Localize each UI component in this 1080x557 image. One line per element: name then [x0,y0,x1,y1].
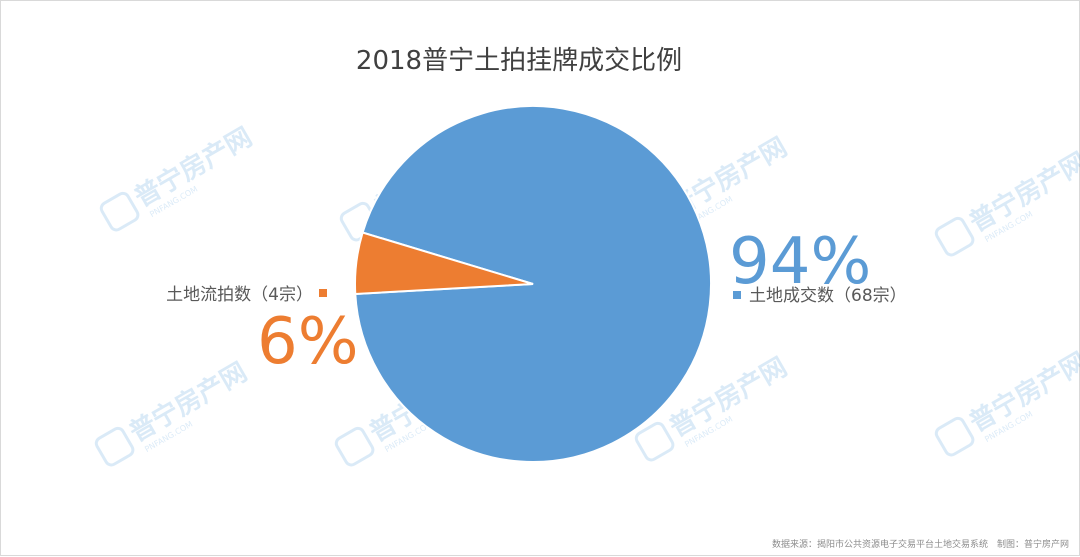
watermark-text: 普宁房产网 [129,121,257,213]
watermark-text: 普宁房产网 [124,356,252,448]
watermark-icon [934,416,975,457]
percent-label-sold: 94% [729,225,871,299]
legend-label-sold: 土地成交数（68宗） [749,286,907,306]
watermark-text: 普宁房产网 [964,146,1080,238]
watermark-icon [334,426,375,467]
legend-marker-sold [733,291,741,299]
percent-label-unsold: 6% [257,305,359,379]
watermark-icon [634,421,675,462]
watermark-icon [99,191,140,232]
legend-label-unsold: 土地流拍数（4宗） [166,285,313,305]
watermark-icon [94,426,135,467]
watermark-icon [934,216,975,257]
pie-slices [354,105,712,463]
legend-marker-unsold [319,289,327,297]
pie-slice-unsold [354,231,534,295]
watermark-text: 普宁房产网 [964,346,1080,438]
source-note: 数据来源：揭阳市公共资源电子交易平台土地交易系统 制图：普宁房产网 [772,538,1069,550]
chart-title: 2018普宁土拍挂牌成交比例 [356,46,682,76]
pie-labels: 94% 土地成交数（68宗） 土地流拍数（4宗） 6% [166,225,906,379]
